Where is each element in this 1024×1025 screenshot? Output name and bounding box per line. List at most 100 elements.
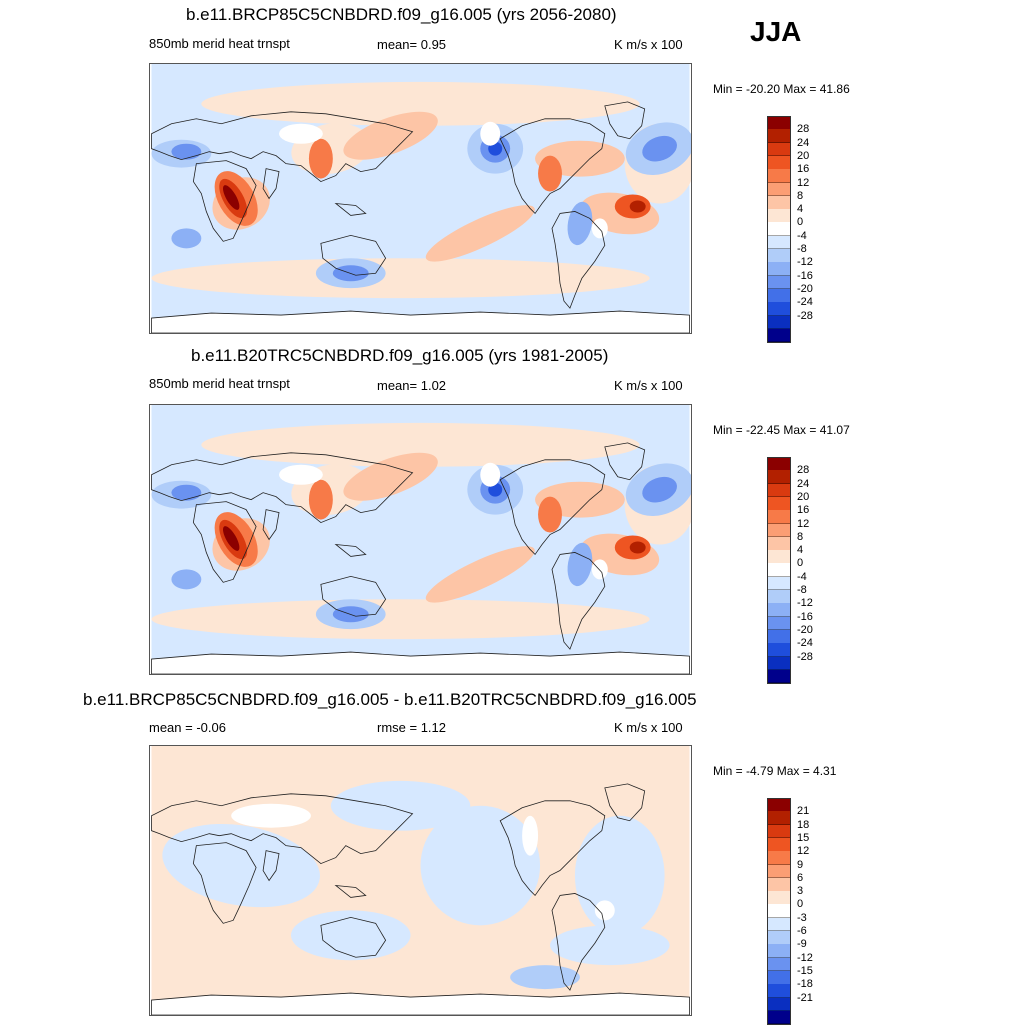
coastline [604,442,646,481]
colorbar-swatch [767,315,791,330]
colorbar-swatch [767,249,791,263]
colorbar-tick-label: 15 [797,831,810,844]
colorbar-swatch [767,457,791,471]
colorbar-tick-label: 8 [797,189,804,202]
field-contour [171,228,202,249]
panel-units-difference: K m/s x 100 [614,720,683,735]
colorbar-swatch [767,235,791,250]
coastline [334,543,367,557]
coastline [151,452,414,524]
panel-minmax-difference: Min = -4.79 Max = 4.31 [713,764,837,778]
coastline [499,459,606,556]
colorbar-tick-label: 3 [797,885,804,898]
colorbar-swatch [767,656,791,671]
coastline [320,575,387,617]
field-contour [343,452,438,501]
colorbar-swatch [767,116,791,130]
colorbar-swatch [767,851,791,865]
colorbar-swatch [767,222,791,237]
panel-units-future: K m/s x 100 [614,37,683,52]
coastline [551,552,606,650]
field-contour [223,185,240,210]
colorbar-swatch [767,931,791,945]
coastlines [151,101,690,333]
map-future [149,63,692,334]
colorbar-swatch [767,169,791,183]
coastlines [151,783,690,1015]
field-contour [279,123,323,144]
colorbar-swatch [767,523,791,538]
field-contour [591,218,608,239]
colorbar-tick-label: -15 [797,964,813,977]
colorbar-tick-label: -8 [797,584,807,596]
colorbar-swatch [767,984,791,998]
field-contour [510,965,580,990]
field-contour [425,205,535,262]
colorbar-swatch [767,669,791,684]
field-contour [308,138,333,179]
colorbar-tick-label: -16 [797,610,813,623]
field-contour [201,81,640,126]
panel-units-historical: K m/s x 100 [614,378,683,393]
colorbar-swatch [767,643,791,657]
field-contour [171,484,202,501]
coastline [262,168,280,200]
colorbar-swatch [767,483,791,498]
colorbar-swatch [767,536,791,551]
field-layer [162,780,670,990]
field-contour [290,910,411,961]
colorbar-swatch [767,590,791,604]
colorbar-tick-label: -8 [797,243,807,255]
colorbar-tick-label: 6 [797,871,804,884]
colorbar-swatch [767,944,791,959]
colorbar-tick-label: 12 [797,845,810,858]
field-contour [151,258,650,299]
coastline [151,992,690,1015]
field-contour [642,476,677,503]
colorbar-swatch [767,616,791,631]
field-contour [171,569,202,590]
panel-mean-historical: mean= 1.02 [377,378,447,393]
coastline [151,793,414,865]
colorbar-tick-label: 20 [797,490,810,503]
field-contour [591,559,608,580]
coastline [604,101,646,140]
colorbar-swatch [767,550,791,564]
panel-title-historical: b.e11.B20TRC5CNBDRD.f09_g16.005 (yrs 198… [191,346,609,365]
field-contour [171,143,202,160]
panel-mean-difference: mean = -0.06 [149,720,226,735]
colorbar-swatch [767,891,791,905]
coastline [334,202,367,216]
field-contour [642,135,677,162]
coastline [551,211,606,309]
colorbar-tick-label: 24 [797,136,810,149]
colorbar-tick-label: 28 [797,464,810,477]
colorbar-swatch [767,288,791,303]
colorbar-tick-label: -20 [797,282,813,295]
colorbar-swatch [767,262,791,277]
field-contour [223,526,240,551]
colorbar-swatch [767,195,791,210]
field-contour [308,479,333,520]
coastline [604,783,646,822]
colorbar-swatch [767,824,791,839]
field-contour [538,496,562,533]
colorbar-swatch [767,496,791,511]
colorbar-swatch [767,328,791,343]
colorbar-swatch [767,957,791,972]
colorbar-swatch [767,209,791,223]
coastline [320,234,387,276]
field-contour [522,815,539,856]
colorbar-tick-label: 24 [797,477,810,490]
field-contour [567,542,593,587]
colorbar-tick-label: 8 [797,530,804,543]
colorbar-tick-label: 9 [797,858,804,871]
coastline [151,310,690,333]
colorbar-swatch [767,275,791,290]
colorbar-tick-label: 12 [797,517,810,530]
colorbar-tick-label: -12 [797,256,813,269]
coastline [192,842,257,924]
colorbar-tick-label: -16 [797,269,813,282]
colorbar-swatch [767,576,791,591]
colorbar-tick-label: -12 [797,597,813,610]
